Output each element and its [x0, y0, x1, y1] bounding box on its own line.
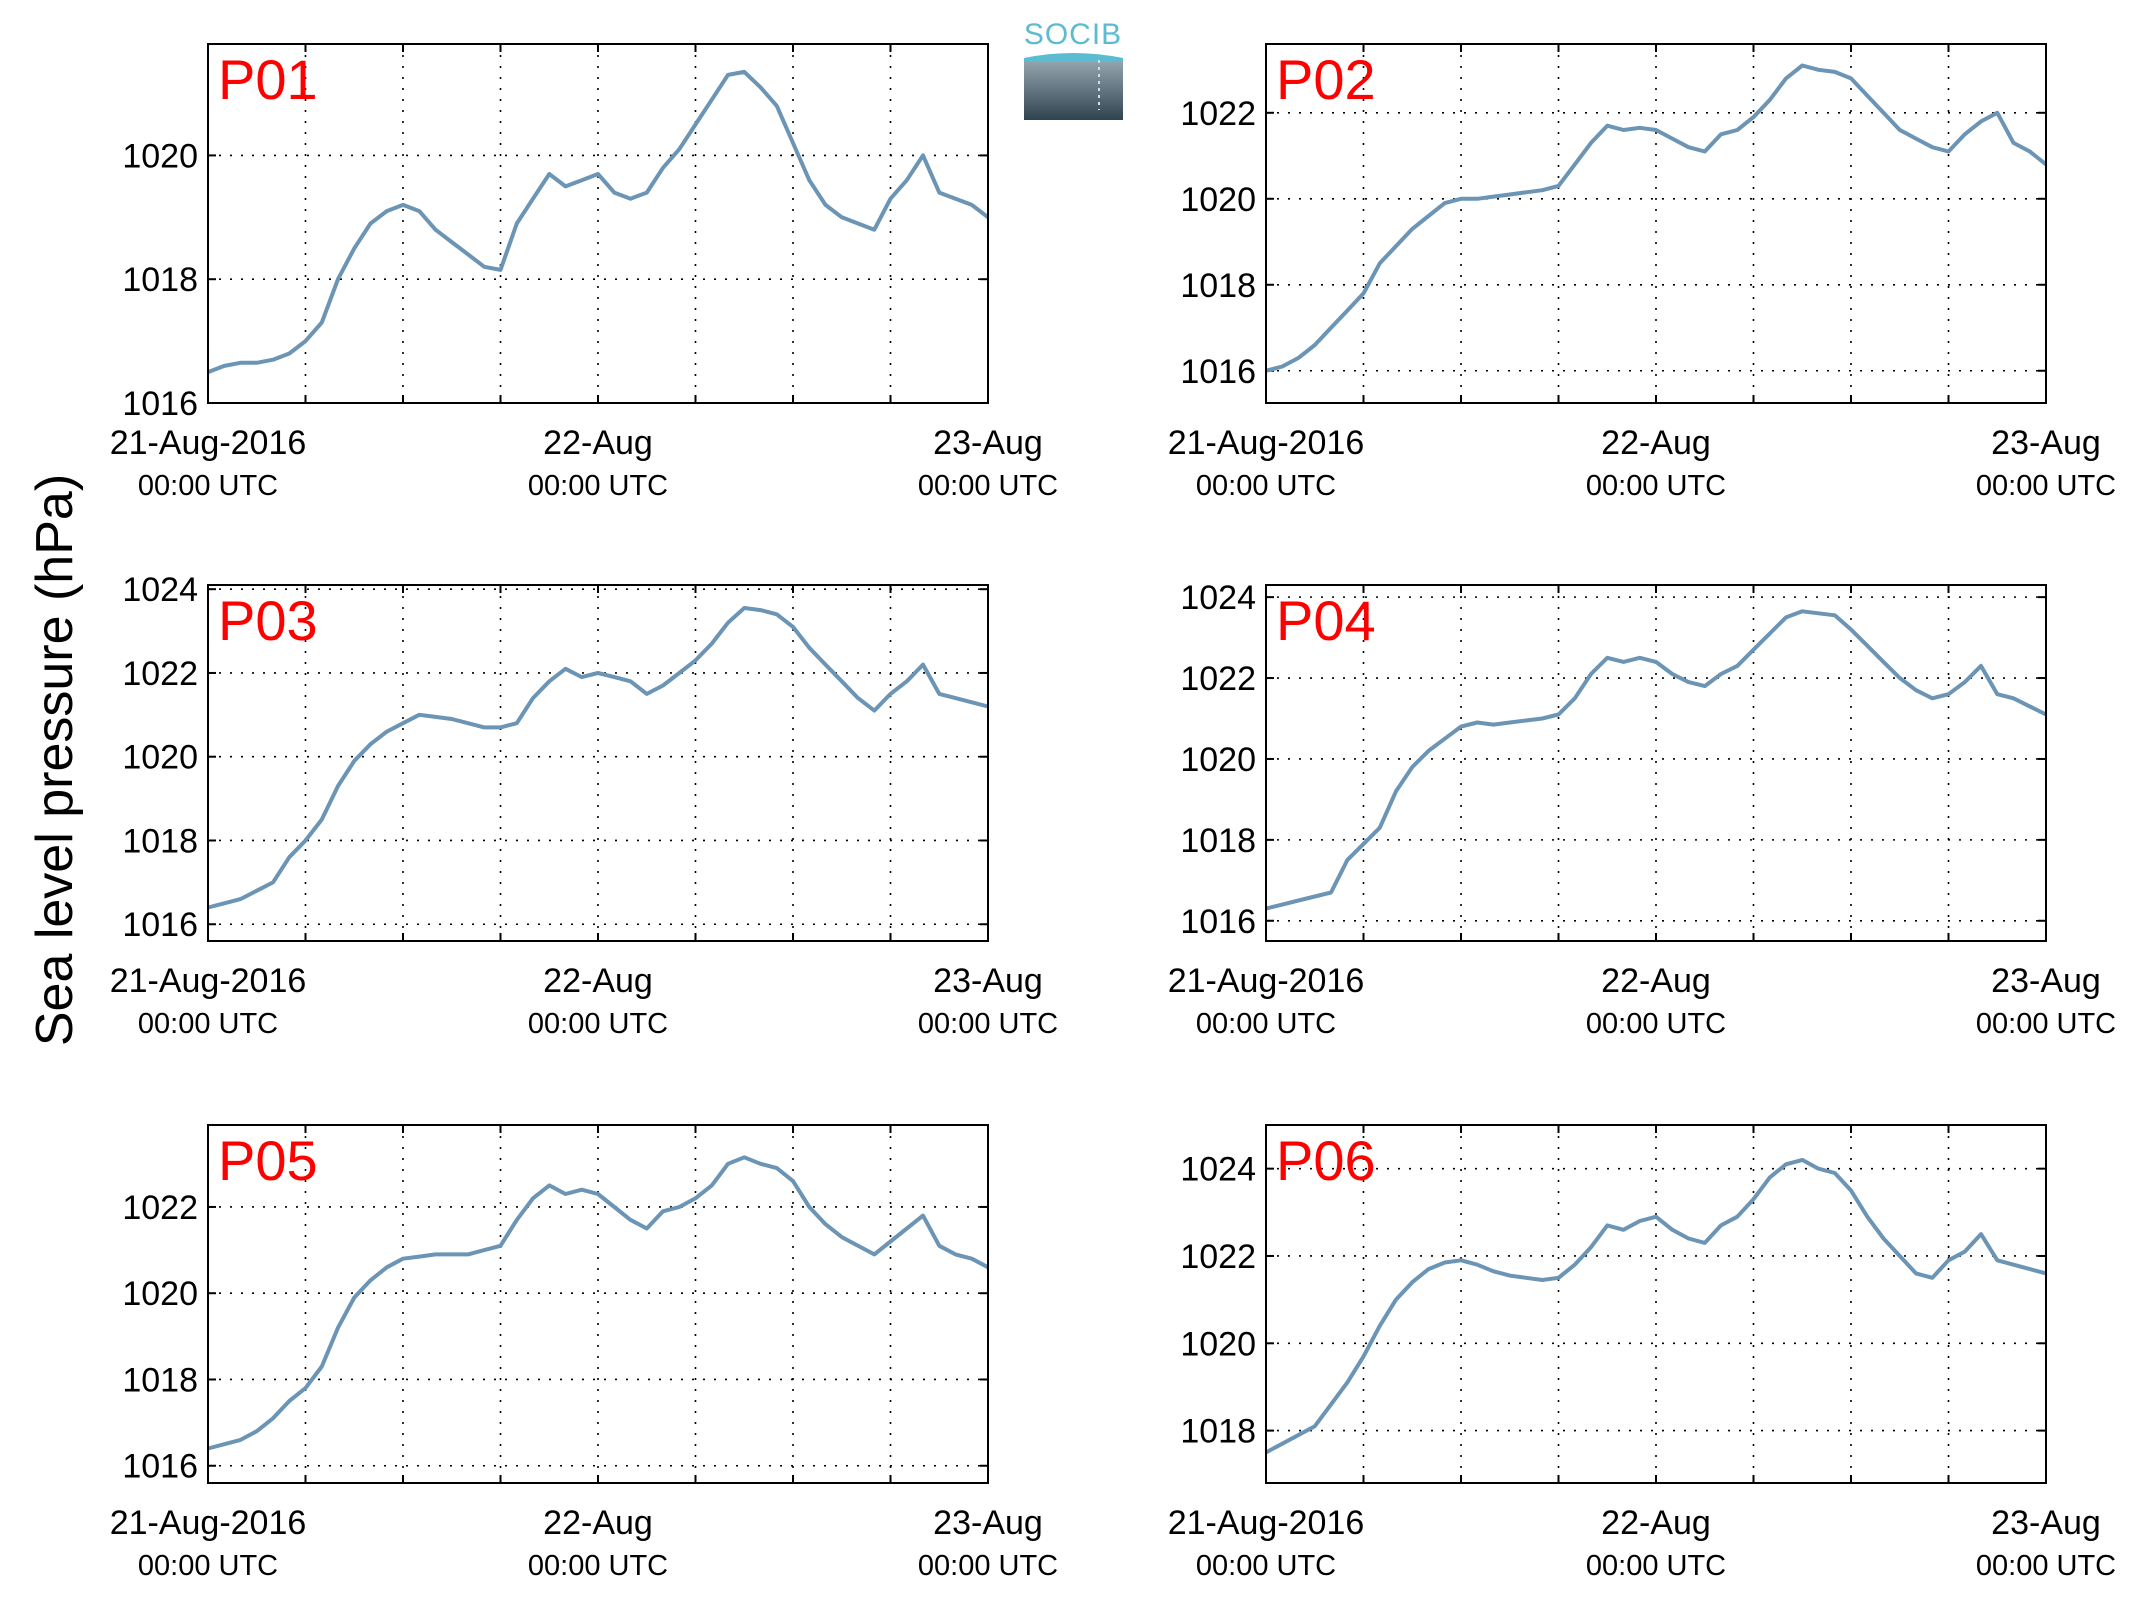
y-tick-label: 1020: [122, 137, 198, 175]
x-tick-label: 21-Aug-2016: [1168, 1504, 1365, 1542]
x-tick-label: 22-Aug: [1601, 1504, 1711, 1542]
y-tick-label: 1018: [122, 822, 198, 860]
panel-label: P05: [218, 1129, 318, 1192]
x-tick-sublabel: 00:00 UTC: [918, 470, 1058, 502]
y-tick-label: 1022: [122, 655, 198, 693]
x-tick-label: 23-Aug: [933, 962, 1043, 1000]
x-tick-label: 23-Aug: [1991, 424, 2101, 462]
y-tick-label: 1020: [1180, 741, 1256, 779]
y-tick-label: 1020: [1180, 181, 1256, 219]
x-tick-sublabel: 00:00 UTC: [138, 470, 278, 502]
series-line: [1265, 1157, 2047, 1455]
x-tick-sublabel: 00:00 UTC: [1196, 470, 1336, 502]
series-line: [1265, 63, 2048, 373]
x-tick-label: 21-Aug-2016: [1168, 962, 1365, 1000]
series-line: [1265, 609, 2047, 911]
x-tick-label: 22-Aug: [1601, 962, 1711, 1000]
x-tick-sublabel: 00:00 UTC: [1196, 1550, 1336, 1582]
x-tick-label: 23-Aug: [933, 1504, 1043, 1542]
axes-frame: [1265, 584, 2047, 942]
y-tick-label: 1016: [1180, 903, 1256, 941]
y-tick-label: 1022: [1180, 1238, 1256, 1276]
y-tick-label: 1018: [1180, 1413, 1256, 1451]
series-line: [207, 606, 989, 910]
series-line: [207, 1155, 989, 1451]
x-tick-label: 21-Aug-2016: [110, 424, 307, 462]
series-line: [207, 69, 990, 374]
x-tick-sublabel: 00:00 UTC: [1976, 1008, 2116, 1040]
x-tick-sublabel: 00:00 UTC: [1586, 1008, 1726, 1040]
x-tick-label: 22-Aug: [1601, 424, 1711, 462]
x-tick-label: 23-Aug: [933, 424, 1043, 462]
y-tick-label: 1024: [122, 571, 198, 609]
y-axis-label: Sea level pressure (hPa): [26, 474, 84, 1046]
y-tick-label: 1018: [1180, 267, 1256, 305]
x-tick-label: 22-Aug: [543, 424, 653, 462]
y-tick-label: 1020: [122, 1275, 198, 1313]
y-tick-label: 1018: [122, 261, 198, 299]
y-tick-label: 1022: [122, 1189, 198, 1227]
x-tick-label: 23-Aug: [1991, 1504, 2101, 1542]
x-tick-label: 23-Aug: [1991, 962, 2101, 1000]
x-tick-sublabel: 00:00 UTC: [138, 1008, 278, 1040]
panel-label: P06: [1276, 1129, 1376, 1192]
y-tick-label: 1016: [1180, 353, 1256, 391]
logo-text: SOCIB: [1024, 18, 1122, 51]
x-tick-label: 21-Aug-2016: [110, 1504, 307, 1542]
axes-frame: [1265, 43, 2047, 404]
chart-panel-p03: 1016 1018 1020 1022 1024 P03 21-Aug-2016 00:00 …: [110, 571, 1058, 1040]
y-tick-label: 1018: [1180, 822, 1256, 860]
x-tick-sublabel: 00:00 UTC: [528, 1008, 668, 1040]
x-tick-label: 22-Aug: [543, 962, 653, 1000]
axes-frame: [207, 43, 989, 404]
y-tick-label: 1024: [1180, 1151, 1256, 1189]
x-tick-sublabel: 00:00 UTC: [1976, 1550, 2116, 1582]
y-tick-label: 1018: [122, 1361, 198, 1399]
panel-label: P03: [218, 589, 318, 652]
axes-frame: [1265, 1124, 2047, 1484]
y-tick-label: 1016: [122, 1448, 198, 1486]
x-tick-sublabel: 00:00 UTC: [1586, 470, 1726, 502]
x-tick-sublabel: 00:00 UTC: [528, 470, 668, 502]
chart-panel-p06: 1018 1020 1022 1024 P06 21-Aug-2016 00:00 UTC 2…: [1168, 1124, 2116, 1582]
axes-frame: [207, 1124, 989, 1484]
x-tick-label: 21-Aug-2016: [1168, 424, 1365, 462]
x-tick-sublabel: 00:00 UTC: [1586, 1550, 1726, 1582]
x-tick-sublabel: 00:00 UTC: [138, 1550, 278, 1582]
chart-panel-p04: 1016 1018 1020 1022 1024 P04 21-Aug-2016 00:00 …: [1168, 579, 2116, 1040]
axes-frame: [207, 584, 989, 942]
chart-panel-p02: 1016 1018 1020 1022 P02 21-Aug-2016 00:00 UTC 2…: [1168, 43, 2116, 502]
x-tick-label: 22-Aug: [543, 1504, 653, 1542]
x-tick-sublabel: 00:00 UTC: [1196, 1008, 1336, 1040]
panel-label: P04: [1276, 589, 1376, 652]
x-tick-sublabel: 00:00 UTC: [918, 1008, 1058, 1040]
x-tick-label: 21-Aug-2016: [110, 962, 307, 1000]
panel-label: P01: [218, 48, 318, 111]
x-tick-sublabel: 00:00 UTC: [528, 1550, 668, 1582]
panel-label: P02: [1276, 48, 1376, 111]
chart-panel-p01: 1016 1018 1020 P01 21-Aug-2016 00:00 UTC 22-Au…: [110, 43, 1058, 502]
y-tick-label: 1022: [1180, 95, 1256, 133]
y-tick-label: 1020: [1180, 1325, 1256, 1363]
y-tick-label: 1016: [122, 385, 198, 423]
x-tick-sublabel: 00:00 UTC: [918, 1550, 1058, 1582]
y-tick-label: 1016: [122, 906, 198, 944]
y-tick-label: 1024: [1180, 579, 1256, 617]
y-tick-label: 1020: [122, 739, 198, 777]
chart-panel-p05: 1016 1018 1020 1022 P05 21-Aug-2016 00:00 UTC 2…: [110, 1124, 1058, 1582]
x-tick-sublabel: 00:00 UTC: [1976, 470, 2116, 502]
y-tick-label: 1022: [1180, 660, 1256, 698]
socib-logo: SOCIB: [1024, 18, 1123, 120]
